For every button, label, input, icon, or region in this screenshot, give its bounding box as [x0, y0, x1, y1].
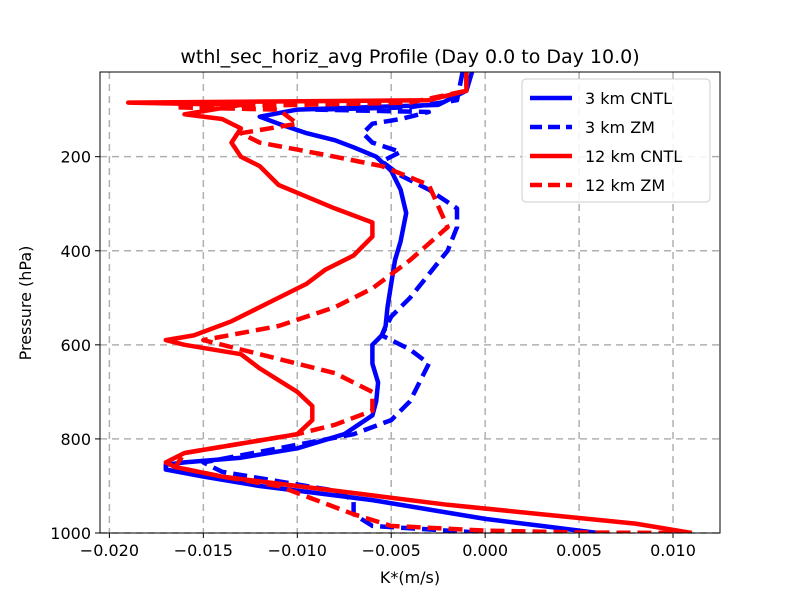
y-tick-label: 200 — [60, 148, 91, 167]
y-axis-label: Pressure (hPa) — [16, 246, 35, 361]
plot-frame — [99, 71, 721, 534]
y-tick-label: 600 — [60, 336, 91, 355]
x-tick-label: −0.020 — [80, 541, 139, 560]
legend-label: 12 km ZM — [585, 176, 665, 195]
x-tick-label: −0.015 — [174, 541, 233, 560]
y-tick-label: 400 — [60, 242, 91, 261]
series-line-12-km-cntl — [125, 72, 693, 533]
x-tick-label: 0.000 — [462, 541, 508, 560]
series-line-3-km-cntl — [163, 72, 599, 533]
series-group — [125, 72, 693, 533]
x-axis-label: K*(m/s) — [380, 568, 440, 587]
y-tick-label: 800 — [60, 430, 91, 449]
y-tick-label: 1000 — [50, 524, 91, 543]
series-line-12-km-zm — [172, 72, 674, 533]
legend-label: 3 km CNTL — [585, 89, 672, 108]
ticks: −0.020 −0.015 −0.010 −0.005 0.000 0.005 0.010 2… — [50, 148, 696, 560]
legend: 3 km CNTL 3 km ZM 12 km CNTL 12 km ZM — [521, 78, 711, 203]
legend-label: 12 km CNTL — [585, 147, 682, 166]
legend-label: 3 km ZM — [585, 118, 655, 137]
x-tick-label: 0.005 — [556, 541, 602, 560]
legend-frame — [521, 78, 711, 203]
x-tick-label: −0.010 — [268, 541, 327, 560]
chart-title: wthl_sec_horiz_avg Profile (Day 0.0 to D… — [180, 46, 639, 68]
x-tick-label: −0.005 — [362, 541, 421, 560]
x-tick-label: 0.010 — [650, 541, 696, 560]
